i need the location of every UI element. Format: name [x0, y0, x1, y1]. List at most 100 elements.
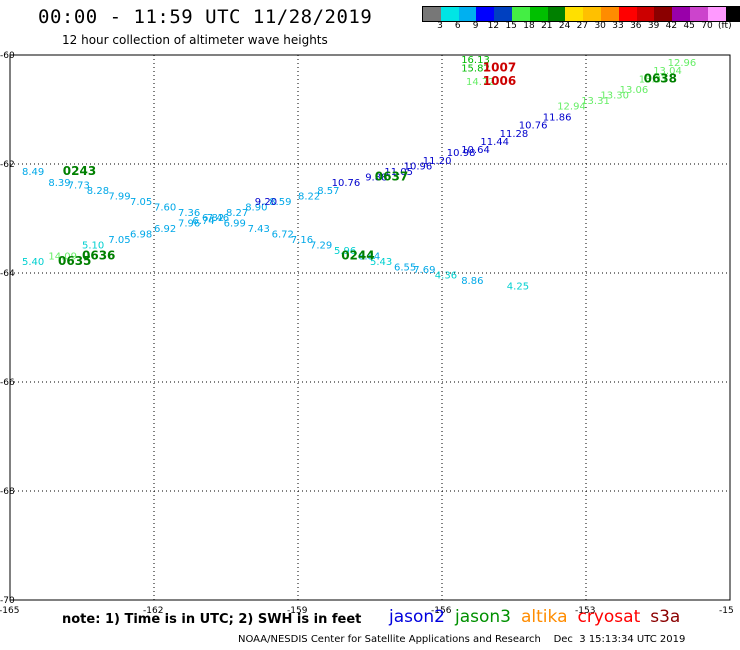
wave-height-value: 7.43 [248, 224, 270, 235]
legend-label: 24 [558, 21, 571, 31]
legend-swatch [529, 7, 548, 21]
wave-height-value: 7.46 [207, 213, 229, 224]
wave-height-value: 7.05 [130, 197, 152, 208]
legend-label: 27 [576, 21, 589, 31]
pass-time-label: 0244 [341, 248, 374, 262]
wave-height-value: 10.64 [461, 145, 490, 156]
legend-swatch [511, 7, 530, 21]
legend-label: 9 [472, 21, 479, 31]
legend-label: 30 [594, 21, 606, 31]
satellite-name-altika: altika [521, 607, 568, 627]
legend-swatch [476, 7, 495, 21]
latitude-label: -70 [0, 596, 15, 606]
map-subtitle: 12 hour collection of altimeter wave hei… [62, 33, 328, 47]
wave-height-value: 10.96 [404, 161, 433, 172]
longitude-label: -162 [143, 606, 163, 616]
longitude-label: -156 [431, 606, 452, 616]
legend-swatch [654, 7, 673, 21]
wave-height-value: 8.90 [245, 202, 267, 213]
wave-height-value: 7.29 [310, 240, 332, 251]
wave-height-color-legend [422, 6, 740, 22]
wave-height-value: 5.43 [370, 257, 392, 268]
pass-time-label: 1007 [483, 60, 516, 74]
map-title: 00:00 - 11:59 UTC 11/28/2019 [38, 6, 373, 28]
wave-height-value: 12.94 [557, 102, 586, 113]
wave-height-value: 8.22 [298, 191, 320, 202]
wave-height-value: 6.98 [130, 230, 152, 241]
wave-height-value: 7.05 [108, 235, 130, 246]
wave-height-value: 5.96 [334, 246, 356, 257]
pass-time-label: 1006 [483, 74, 516, 88]
wave-height-value: 7.96 [178, 219, 200, 230]
legend-swatch [440, 7, 459, 21]
wave-height-value: 15.82 [461, 63, 490, 74]
wave-height-value: 13.04 [653, 66, 682, 77]
wave-height-value: 7.99 [108, 191, 130, 202]
note-text: note: 1) Time is in UTC; 2) SWH is in fe… [62, 612, 362, 627]
wave-height-value: 8.59 [269, 197, 291, 208]
wave-height-value: 13.30 [600, 91, 629, 102]
wave-height-value: 11.05 [384, 167, 413, 178]
legend-label: 21 [541, 21, 553, 31]
legend-swatch [423, 7, 441, 21]
legend-label: 39 [647, 21, 660, 31]
latitude-label: -64 [0, 269, 15, 279]
wave-height-value: 9.20 [255, 197, 277, 208]
satellite-name-jason2: jason2 [389, 607, 445, 627]
latitude-label: -62 [0, 160, 15, 170]
wave-height-value: 4.36 [435, 270, 457, 281]
latitude-label: -68 [0, 487, 15, 497]
wave-height-value: 8.27 [226, 208, 248, 219]
legend-swatch [636, 7, 655, 21]
wave-height-value: 8.28 [87, 186, 109, 197]
satellite-name-cryosat: cryosat [577, 607, 641, 627]
legend-swatch [725, 7, 740, 21]
wave-height-value: 10.98 [447, 148, 476, 159]
wave-height-value: 11.86 [543, 112, 572, 123]
longitude-label: -15 [719, 606, 734, 616]
satellite-name-s3a: s3a [650, 607, 681, 627]
legend-label: 70 [701, 21, 713, 31]
legend-swatch [494, 7, 512, 21]
legend-swatch [565, 7, 584, 21]
wave-height-value: 7.16 [291, 235, 313, 246]
wave-height-value: 11.20 [423, 156, 452, 167]
pass-time-label: 0637 [375, 169, 408, 183]
latitude-label: -60 [0, 51, 15, 61]
longitude-label: -153 [575, 606, 595, 616]
wave-height-value: 8.86 [461, 276, 483, 287]
pass-time-label: 0638 [644, 71, 677, 85]
wave-height-value: 5.10 [82, 240, 104, 251]
wave-height-value: 14.72 [466, 77, 495, 88]
wave-height-value: 6.92 [154, 224, 176, 235]
wave-height-value: 8.49 [22, 167, 44, 178]
legend-label: 33 [612, 21, 624, 31]
wave-height-value: 7.73 [68, 181, 90, 192]
legend-swatch [672, 7, 690, 21]
wave-height-value: 11.44 [480, 137, 509, 148]
legend-swatch [458, 7, 477, 21]
legend-swatch [689, 7, 708, 21]
legend-swatch [547, 7, 566, 21]
legend-label: 12 [487, 21, 500, 31]
satellite-legend: jason2 jason3 altika cryosat s3a [389, 607, 690, 627]
wave-height-value: 8.57 [317, 186, 339, 197]
wave-height-value: 10.76 [519, 121, 548, 132]
longitude-label: -159 [287, 606, 308, 616]
legend-swatch [600, 7, 619, 21]
wave-height-value: 16.13 [461, 55, 490, 66]
latitude-label: -66 [0, 378, 15, 388]
wave-height-value: 4.25 [507, 281, 529, 292]
footer-credit: NOAA/NESDIS Center for Satellite Applica… [238, 634, 686, 645]
wave-height-value: 14.09 [48, 251, 77, 262]
legend-label: 18 [523, 21, 535, 31]
satellite-name-jason3: jason3 [455, 607, 511, 627]
legend-swatch [618, 7, 637, 21]
map-frame [9, 54, 731, 601]
legend-label: 36 [630, 21, 642, 31]
legend-swatch [707, 7, 726, 21]
legend-label: 42 [665, 21, 678, 31]
wave-height-value: 7.36 [178, 208, 200, 219]
wave-height-value: 6.74 [192, 216, 214, 227]
